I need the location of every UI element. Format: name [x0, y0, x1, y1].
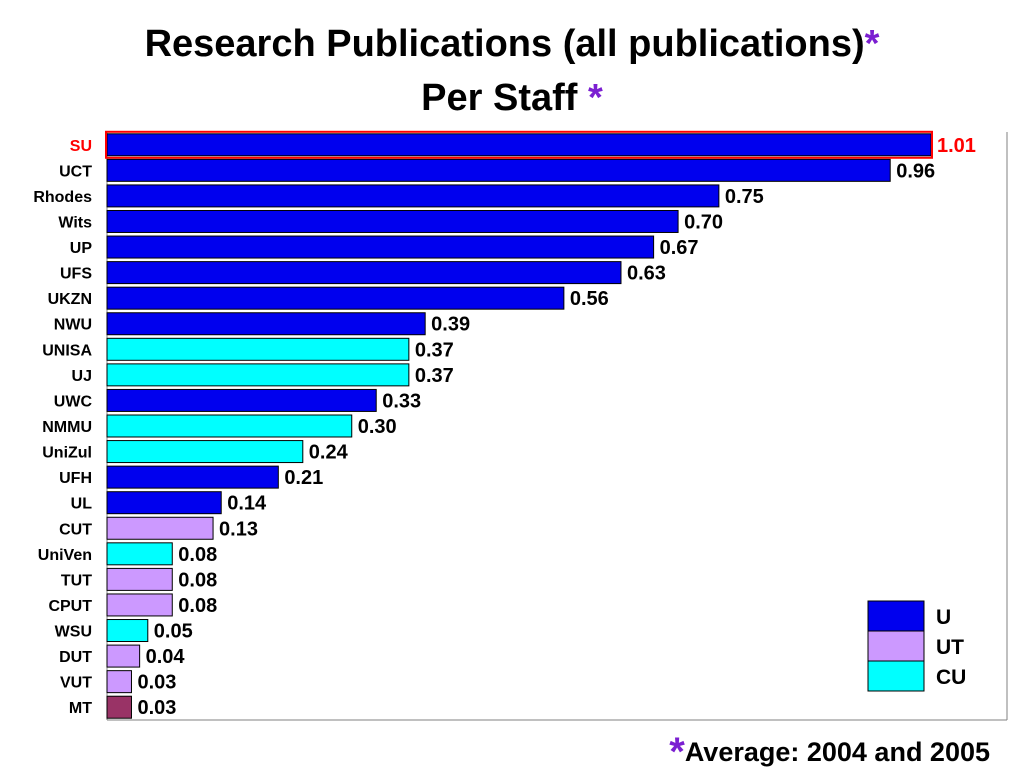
value-label-ufs: 0.63	[627, 263, 666, 285]
bar-su	[106, 133, 932, 157]
chart-subtitle-text: Per Staff	[421, 77, 578, 119]
tick-label-uwc: UWC	[54, 393, 93, 410]
value-label-vut: 0.03	[137, 672, 176, 694]
bar-unizul	[106, 440, 304, 464]
tick-label-nwu: NWU	[54, 317, 92, 334]
subtitle-asterisk: *	[588, 77, 603, 119]
footnote-asterisk: *	[669, 730, 685, 774]
value-label-ul: 0.14	[227, 493, 267, 515]
bar-wsu	[106, 619, 149, 643]
legend-swatch-u	[867, 600, 925, 632]
value-label-cut: 0.13	[219, 518, 258, 540]
bar-dut	[106, 644, 141, 668]
bar-cut	[106, 516, 214, 540]
tick-label-unizul: UniZul	[42, 445, 92, 462]
value-label-nmmu: 0.30	[358, 416, 397, 438]
value-label-uwc: 0.33	[382, 390, 421, 412]
tick-label-ufh: UFH	[59, 470, 92, 487]
bar-univen	[106, 542, 173, 566]
bar-nmmu	[106, 414, 353, 438]
bar-highlight-outline	[105, 130, 933, 159]
value-label-su: 1.01	[937, 135, 976, 157]
tick-label-ul: UL	[71, 496, 93, 513]
legend-label-u: U	[936, 606, 951, 629]
chart-title-text: Research Publications (all publications)	[144, 23, 865, 65]
bar-wits	[106, 209, 679, 233]
tick-label-cut: CUT	[59, 521, 92, 538]
value-label-dut: 0.04	[146, 646, 186, 668]
chart-title: Research Publications (all publications)…	[0, 22, 1024, 66]
footnote: *Average: 2004 and 2005	[669, 730, 990, 775]
footnote-text: Average: 2004 and 2005	[684, 737, 990, 767]
legend-label-ut: UT	[936, 636, 964, 659]
bar-ukzn	[106, 286, 565, 310]
tick-label-tut: TUT	[61, 572, 92, 589]
bar-ufs	[106, 261, 622, 285]
value-label-up: 0.67	[660, 237, 699, 259]
bar-cput	[106, 593, 173, 617]
legend-swatch-cu	[867, 660, 925, 692]
tick-label-mt: MT	[69, 700, 92, 717]
legend-label-cu: CU	[936, 666, 966, 689]
value-label-unizul: 0.24	[309, 442, 349, 464]
value-label-wsu: 0.05	[154, 621, 193, 643]
tick-label-ukzn: UKZN	[48, 291, 92, 308]
bar-ul	[106, 491, 222, 515]
value-label-ufh: 0.21	[284, 467, 323, 489]
tick-label-up: UP	[70, 240, 93, 257]
tick-label-unisa: UNISA	[42, 342, 92, 359]
value-label-wits: 0.70	[684, 211, 723, 233]
tick-label-dut: DUT	[59, 649, 92, 666]
value-label-uj: 0.37	[415, 365, 454, 387]
tick-label-univen: UniVen	[38, 547, 92, 564]
bar-uct	[106, 158, 891, 182]
bar-uj	[106, 363, 410, 387]
bar-nwu	[106, 312, 426, 336]
legend-swatch-ut	[867, 630, 925, 662]
value-label-unisa: 0.37	[415, 339, 454, 361]
value-label-ukzn: 0.56	[570, 288, 609, 310]
title-asterisk: *	[864, 23, 880, 65]
bar-rhodes	[106, 184, 720, 208]
bar-uwc	[106, 388, 377, 412]
bar-vut	[106, 670, 132, 694]
tick-label-rhodes: Rhodes	[33, 189, 92, 206]
bar-unisa	[106, 337, 410, 361]
tick-label-su: SU	[70, 138, 92, 155]
bar-ufh	[106, 465, 279, 489]
value-label-uct: 0.96	[896, 160, 935, 182]
value-label-rhodes: 0.75	[725, 186, 764, 208]
tick-label-wits: Wits	[58, 214, 92, 231]
bar-mt	[106, 695, 132, 719]
value-label-mt: 0.03	[137, 697, 176, 719]
bar-tut	[106, 567, 173, 591]
value-label-univen: 0.08	[178, 544, 217, 566]
tick-label-nmmu: NMMU	[42, 419, 92, 436]
tick-label-vut: VUT	[60, 675, 92, 692]
chart-subtitle: Per Staff *	[0, 76, 1024, 120]
value-label-cput: 0.08	[178, 595, 217, 617]
tick-label-uj: UJ	[72, 368, 92, 385]
tick-label-ufs: UFS	[60, 266, 92, 283]
value-label-tut: 0.08	[178, 569, 217, 591]
tick-label-uct: UCT	[59, 163, 92, 180]
bar-up	[106, 235, 655, 259]
value-label-nwu: 0.39	[431, 314, 470, 336]
tick-label-wsu: WSU	[55, 624, 92, 641]
tick-label-cput: CPUT	[48, 598, 92, 615]
